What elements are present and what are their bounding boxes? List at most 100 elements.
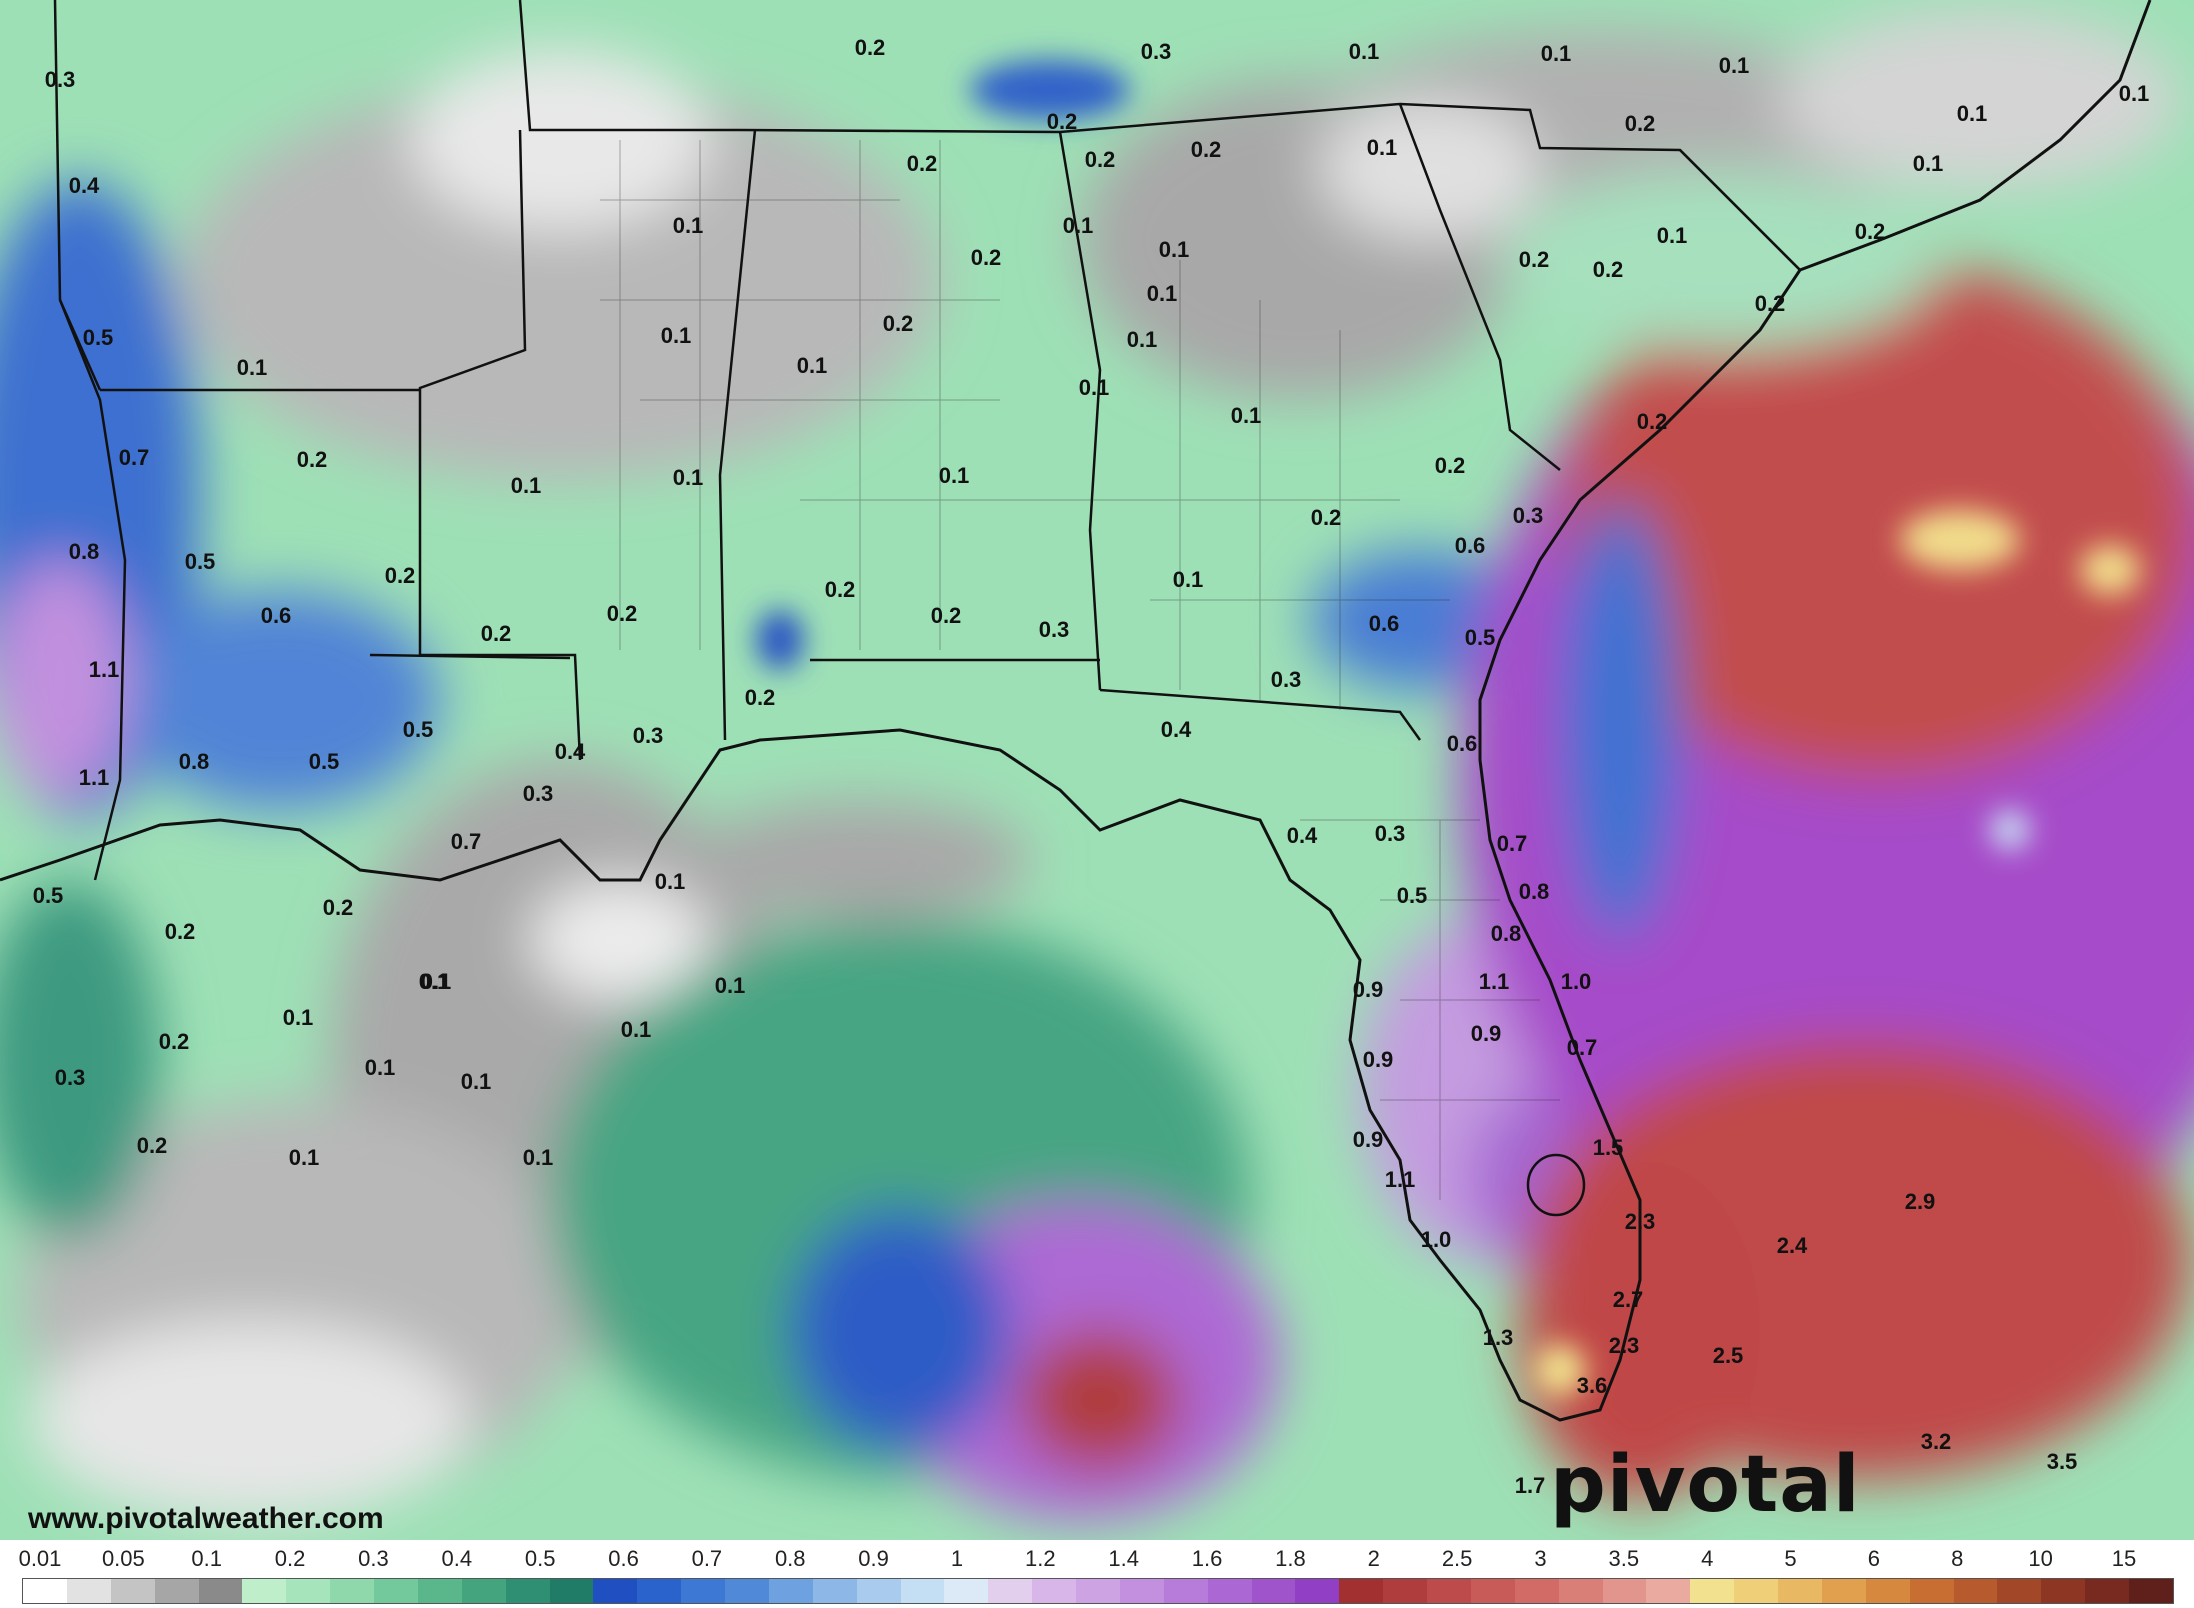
precip-value-label: 0.1	[1718, 53, 1750, 78]
legend-swatch	[1865, 1579, 1910, 1603]
legend-tick-label: 0.2	[274, 1546, 306, 1571]
legend-swatch	[856, 1579, 901, 1603]
precip-value-label: 0.5	[1464, 625, 1496, 650]
legend-tick-label: 5	[1784, 1546, 1797, 1571]
legend-swatch	[23, 1579, 67, 1603]
precip-value-label: 0.1	[1146, 281, 1178, 306]
legend-swatch	[374, 1579, 418, 1603]
precip-value-label: 0.8	[68, 539, 100, 564]
legend-swatch	[900, 1579, 945, 1603]
legend-swatch	[1119, 1579, 1164, 1603]
legend-tick-label: 1	[950, 1546, 964, 1571]
legend-swatch	[505, 1579, 550, 1603]
legend-swatch	[1909, 1579, 1954, 1603]
legend-swatch	[417, 1579, 462, 1603]
precip-value-label: 0.1	[460, 1069, 492, 1094]
legend-swatch	[944, 1579, 989, 1603]
precip-value-label: 0.3	[632, 723, 664, 748]
precip-value-label: 0.1	[1172, 567, 1204, 592]
legend-swatch	[1953, 1579, 1998, 1603]
legend-tick-label: 3.5	[1608, 1546, 1640, 1571]
legend-tick-label: 1.4	[1108, 1546, 1139, 1571]
precip-value-label: 1.7	[1514, 1473, 1546, 1498]
precip-value-label: 0.5	[1396, 883, 1428, 908]
legend-swatch	[1207, 1579, 1252, 1603]
county-lines	[600, 140, 1560, 1200]
precip-value-label: 0.9	[1362, 1047, 1394, 1072]
precip-value-label: 0.1	[620, 1017, 652, 1042]
legend-tick-label: 15	[2111, 1546, 2137, 1571]
precip-value-label: 0.9	[1470, 1021, 1502, 1046]
precip-value-label: 0.4	[554, 739, 586, 764]
precip-value-label: 0.3	[1038, 617, 1070, 642]
precip-value-label: 0.1	[236, 355, 268, 380]
legend-swatch	[2129, 1579, 2173, 1603]
legend-swatch	[1427, 1579, 1471, 1603]
legend-swatch	[1558, 1579, 1603, 1603]
legend-tick-label: 2.5	[1441, 1546, 1473, 1571]
precip-value-label: 0.6	[1446, 731, 1478, 756]
precip-value-label: 0.2	[164, 919, 196, 944]
precip-value-label: 1.5	[1592, 1135, 1624, 1160]
precip-value-label: 0.7	[1566, 1035, 1598, 1060]
legend-tick-label: 6	[1867, 1546, 1881, 1571]
precip-value-label: 0.2	[322, 895, 354, 920]
precip-value-label: 0.4	[1286, 823, 1318, 848]
legend-swatch	[593, 1579, 638, 1603]
legend-tick-label: 1.2	[1025, 1546, 1056, 1571]
precip-value-label: 2.7	[1612, 1287, 1644, 1312]
precip-value-label: 0.1	[1656, 223, 1688, 248]
precip-value-label: 0.2	[296, 447, 328, 472]
precip-value-label: 0.1	[1230, 403, 1262, 428]
legend-tick-label: 8	[1951, 1546, 1964, 1571]
legend-swatch	[1163, 1579, 1208, 1603]
legend-tick-label: 0.7	[691, 1546, 723, 1571]
precip-value-label: 0.3	[1140, 39, 1172, 64]
precip-value-label: 1.1	[78, 765, 110, 790]
precip-value-label: 0.3	[1512, 503, 1544, 528]
legend-swatch	[1032, 1579, 1076, 1603]
precip-value-label: 0.1	[522, 1145, 554, 1170]
precip-value-label: 3.2	[1920, 1429, 1952, 1454]
precip-value-label: 0.2	[1754, 291, 1786, 316]
precip-value-label: 0.4	[68, 173, 100, 198]
legend-swatch	[110, 1579, 155, 1603]
precip-value-label: 0.1	[1126, 327, 1158, 352]
precip-value-label: 2.3	[1624, 1209, 1656, 1234]
precip-value-label: 0.4	[1160, 717, 1192, 742]
legend-swatch	[988, 1579, 1033, 1603]
legend-swatch	[1383, 1579, 1427, 1603]
legend-swatch	[330, 1579, 374, 1603]
precip-value-label: 0.1	[654, 869, 686, 894]
precip-value-label: 0.2	[1310, 505, 1342, 530]
legend-tick-label: 0.8	[774, 1546, 806, 1571]
precip-value-label: 0.6	[1454, 533, 1486, 558]
precip-value-label: 0.3	[522, 781, 554, 806]
precip-value-label: 0.2	[930, 603, 962, 628]
precip-value-label: 1.1	[88, 657, 120, 682]
precip-value-label: 0.1	[672, 213, 704, 238]
precip-value-label: 1.0	[1560, 969, 1592, 994]
precip-peaks	[756, 60, 2140, 1396]
legend-swatch	[1076, 1579, 1120, 1603]
precip-value-label: 3.5	[2046, 1449, 2078, 1474]
legend-swatch	[198, 1579, 243, 1603]
precip-value-label: 0.2	[970, 245, 1002, 270]
precip-value-label: 0.6	[1368, 611, 1400, 636]
precip-value-label: 0.1	[672, 465, 704, 490]
precip-value-label: 0.1	[364, 1055, 396, 1080]
precip-value-label: 2.4	[1776, 1233, 1808, 1258]
coastline	[0, 0, 2152, 1422]
website-label[interactable]: www.pivotalweather.com	[28, 1502, 384, 1535]
legend-swatch	[1339, 1579, 1384, 1603]
precip-value-label: 0.5	[32, 883, 64, 908]
legend-swatch	[1514, 1579, 1559, 1603]
precip-value-label: 0.1	[1956, 101, 1988, 126]
legend-tick-label: 0.5	[524, 1546, 556, 1571]
precip-value-label: 1.1	[1384, 1167, 1416, 1192]
precip-value-label: 2.3	[1608, 1333, 1640, 1358]
legend-swatch	[637, 1579, 682, 1603]
precip-value-label: 3.6	[1576, 1373, 1608, 1398]
precip-value-label: 0.2	[1190, 137, 1222, 162]
precip-value-label: 0.5	[402, 717, 434, 742]
